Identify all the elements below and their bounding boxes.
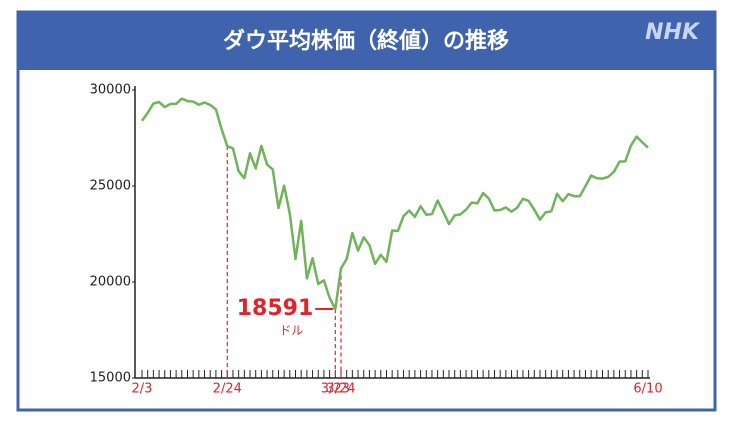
y-tick-label: 20000: [90, 275, 131, 290]
frame: [16, 10, 717, 412]
x-tick-label: 2/24: [213, 382, 242, 397]
y-tick-label: 30000: [90, 83, 131, 98]
chart-title: ダウ平均株価（終値）の推移: [223, 28, 509, 54]
x-tick-label: 3/24: [326, 382, 355, 397]
annotation-unit: ドル: [279, 324, 303, 338]
header-bar: [18, 12, 715, 70]
y-tick-label: 15000: [90, 371, 131, 386]
y-tick-label: 25000: [90, 179, 131, 194]
series-line: [140, 97, 649, 311]
x-tick-label: 3/23: [321, 382, 350, 397]
logo: NHK: [645, 20, 701, 45]
x-tick-label: 2/3: [132, 382, 153, 397]
x-tick-label: 6/10: [633, 382, 662, 397]
annotation-value: 18591: [237, 296, 314, 321]
